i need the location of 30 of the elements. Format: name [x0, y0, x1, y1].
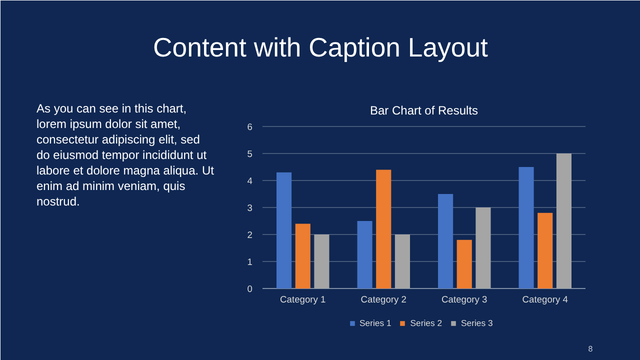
text: 8: [588, 344, 594, 354]
legend-label: Series 2: [410, 318, 442, 328]
bar: [538, 212, 553, 288]
legend-label: Series 1: [360, 318, 392, 328]
bar: [376, 170, 392, 288]
bar: [394, 234, 410, 288]
y-tick-label: 0: [247, 284, 253, 294]
y-tick-label: 1: [247, 257, 253, 267]
bar: [476, 208, 491, 288]
y-tick-label: 4: [247, 176, 253, 186]
x-tick-label: Category 2: [360, 294, 406, 304]
y-tick-label: 2: [247, 230, 253, 240]
chart-subtitle: Bar Chart of Results: [370, 104, 478, 118]
bar: [556, 154, 572, 288]
bar: [438, 194, 454, 288]
bar: [456, 240, 472, 288]
y-tick-label: 3: [247, 203, 253, 213]
text: As you can see in this chart, lorem ipsum dolor sit amet, consectetur adipiscing elit, sed do eiusmod tempor incididunt ut labore et dolore magna aliqua. Ut enim ad minim veniam, quis nostrud.: [36, 102, 215, 208]
bar: [295, 224, 310, 288]
legend-label: Series 3: [461, 318, 493, 328]
x-tick-label: Category 3: [442, 294, 488, 304]
bar: [276, 172, 292, 288]
y-tick-label: 5: [247, 149, 253, 159]
bar: [357, 221, 372, 288]
x-tick-label: Category 1: [280, 294, 326, 304]
bar: [518, 167, 534, 288]
y-tick-label: 6: [247, 122, 253, 132]
chart-title: Content with Caption Layout: [153, 32, 489, 62]
x-tick-label: Category 4: [522, 294, 568, 304]
bar: [314, 234, 330, 288]
